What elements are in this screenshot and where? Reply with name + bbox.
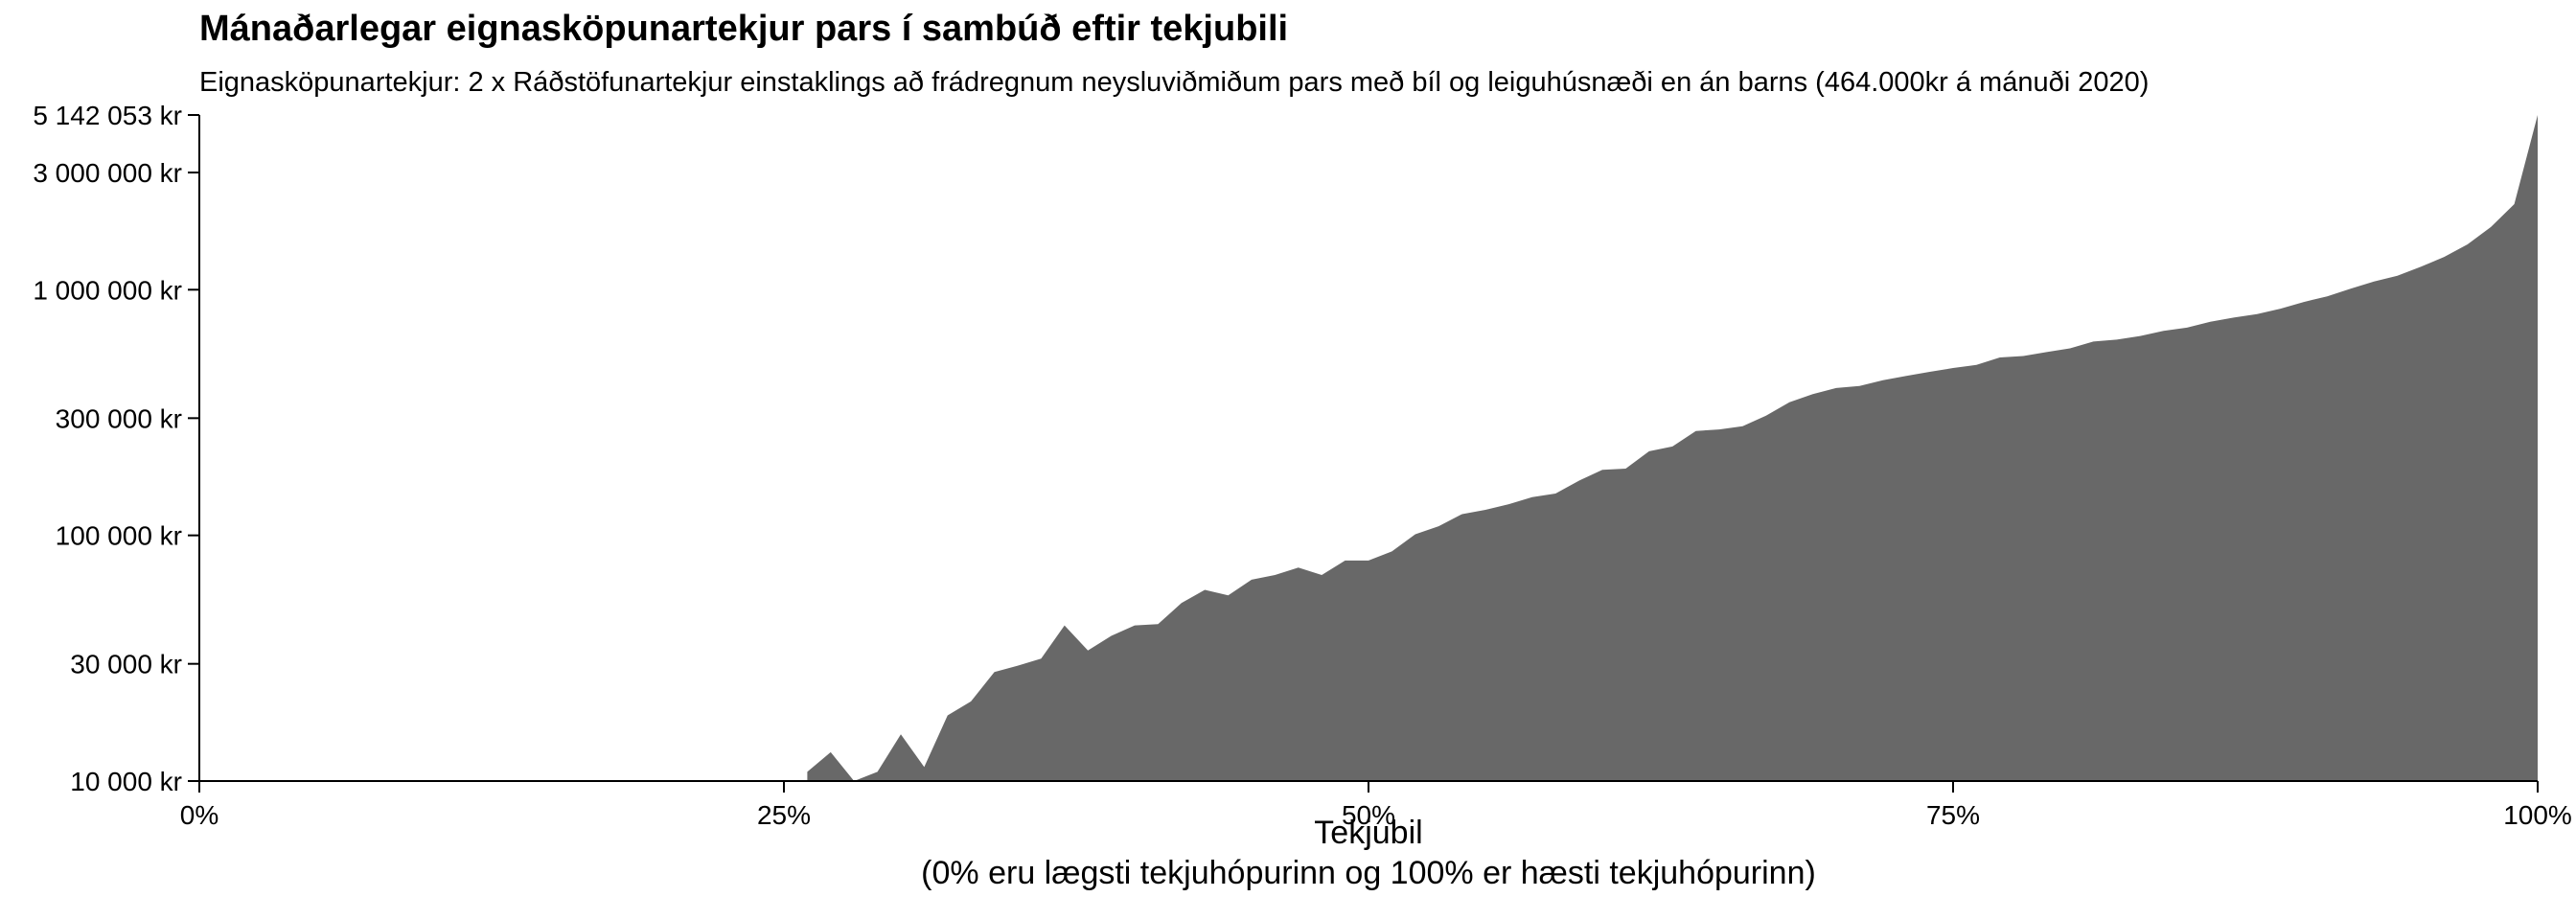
chart-subtitle: Eignasköpunartekjur: 2 x Ráðstöfunartekj…: [199, 67, 2149, 98]
y-tick-label: 300 000 kr: [56, 403, 182, 433]
area-layer: [807, 115, 2538, 781]
x-tick-label: 50%: [1342, 800, 1395, 830]
chart-title: Mánaðarlegar eignasköpunartekjur pars í …: [199, 9, 1288, 49]
x-ticks: 0% 25% 50% 75% 100%: [180, 781, 2572, 830]
x-axis-note: (0% eru lægsti tekjuhópurinn og 100% er …: [921, 855, 1816, 891]
x-tick-label: 0%: [180, 800, 218, 830]
x-axis-label: Tekjubil: [1314, 815, 1422, 851]
x-tick-label: 75%: [1926, 800, 1980, 830]
x-tick-label: 25%: [757, 800, 811, 830]
x-tick-label: 100%: [2503, 800, 2572, 830]
y-tick-label: 100 000 kr: [56, 521, 182, 551]
y-ticks: 10 000 kr 30 000 kr 100 000 kr 300 000 kr 1 …: [33, 101, 199, 796]
y-tick-label: 10 000 kr: [70, 767, 182, 796]
y-tick-label: 1 000 000 kr: [33, 275, 182, 305]
area-series: [807, 115, 2538, 781]
y-tick-label: 30 000 kr: [70, 650, 182, 679]
y-tick-label: 5 142 053 kr: [33, 101, 182, 130]
y-tick-label: 3 000 000 kr: [33, 158, 182, 188]
